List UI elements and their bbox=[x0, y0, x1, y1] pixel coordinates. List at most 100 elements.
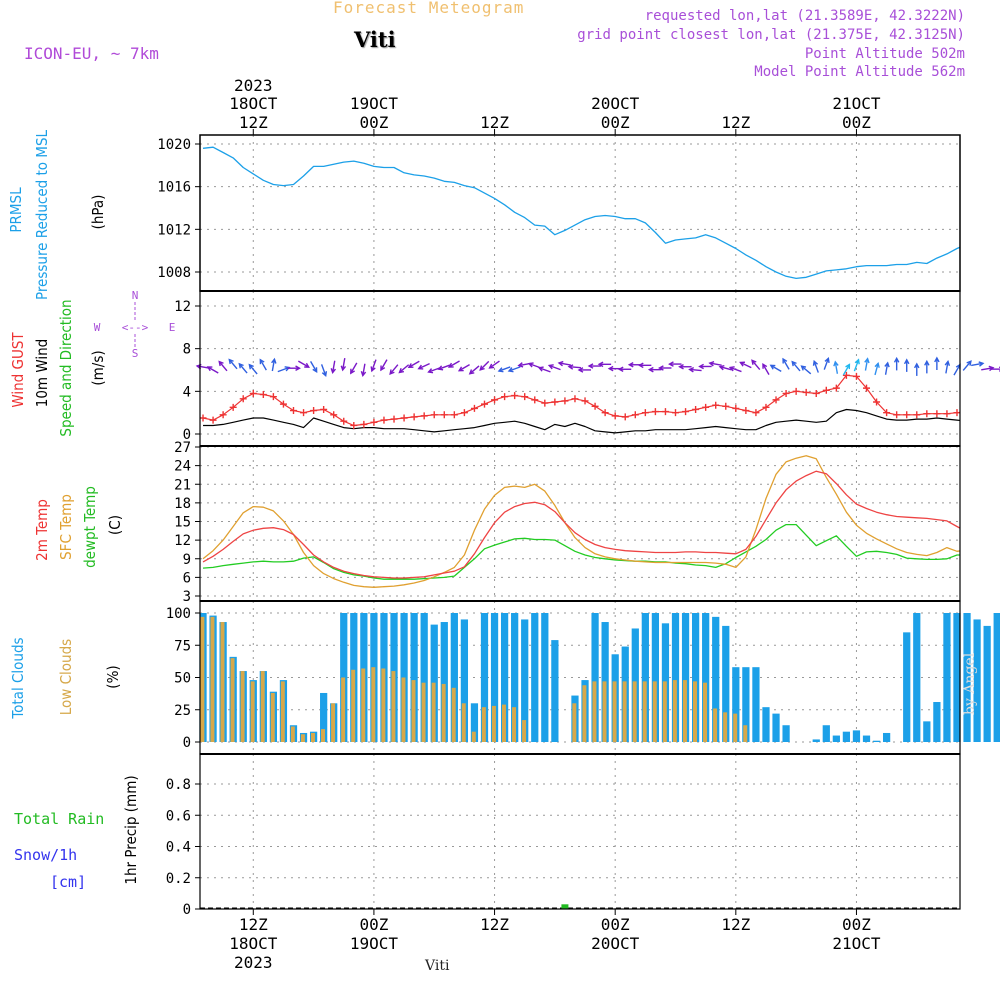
gust-marker bbox=[390, 415, 398, 423]
wind-arrow-shaft bbox=[834, 361, 839, 374]
wind-arrow-shaft bbox=[218, 361, 228, 372]
wind-arrow bbox=[427, 367, 441, 374]
ytick-label-temp: 15 bbox=[174, 515, 191, 531]
wind-arrow-head bbox=[769, 364, 776, 370]
ytick-label-temp: 6 bbox=[183, 570, 191, 586]
wind-arrow bbox=[457, 364, 470, 372]
total-cloud-bar bbox=[320, 692, 328, 742]
low-cloud-bar bbox=[341, 677, 346, 742]
wind-arrow-head bbox=[934, 356, 940, 363]
gust-marker bbox=[923, 410, 931, 418]
gust-marker bbox=[822, 386, 830, 394]
total-cloud-bar bbox=[842, 731, 851, 742]
wind-arrow bbox=[762, 362, 770, 375]
wind-arrow bbox=[277, 366, 291, 373]
total-cloud-bar bbox=[722, 625, 730, 742]
wind-arrow bbox=[800, 365, 812, 375]
x-bottom-label: 12Z bbox=[480, 915, 509, 934]
wind-arrow bbox=[259, 358, 267, 371]
wind-arrow-shaft bbox=[864, 358, 869, 371]
low-cloud-bar bbox=[250, 681, 255, 742]
ytick-label-pressure: 1020 bbox=[157, 137, 191, 153]
wind-arrow-head bbox=[427, 368, 434, 374]
wind-arrow-shaft bbox=[498, 366, 511, 372]
wind-arrow-head bbox=[437, 365, 444, 371]
x-top-label: 19OCT bbox=[350, 94, 399, 113]
wind-arrow-head bbox=[627, 361, 634, 368]
wind-panel bbox=[200, 371, 1000, 434]
compass-s: S bbox=[132, 347, 139, 360]
low-cloud-bar bbox=[461, 703, 466, 742]
total-cloud-bar bbox=[511, 613, 519, 742]
wind-arrow-shaft bbox=[729, 366, 742, 373]
wind-arrow-shaft bbox=[548, 364, 561, 371]
wind-arrow-shaft bbox=[823, 358, 830, 370]
gust-marker bbox=[360, 420, 368, 428]
wind-arrow-head bbox=[557, 360, 564, 367]
wind-arrow bbox=[953, 363, 961, 376]
wind-arrow bbox=[971, 361, 985, 367]
wind-arrow-shaft bbox=[953, 364, 961, 376]
wind-arrow-head bbox=[782, 357, 788, 364]
total-cloud-bar bbox=[963, 613, 971, 742]
compass-e: E bbox=[169, 321, 176, 334]
low-cloud-bar bbox=[230, 658, 235, 742]
total-cloud-bar bbox=[782, 725, 790, 742]
rain-bar bbox=[561, 904, 569, 909]
low-cloud-bar bbox=[300, 734, 305, 742]
model-label: ICON-EU, ~ 7km bbox=[24, 44, 159, 63]
wind-arrow bbox=[389, 364, 399, 376]
low-cloud-bar bbox=[642, 681, 647, 742]
low-cloud-bar bbox=[270, 692, 275, 742]
gust-marker bbox=[581, 397, 589, 405]
low-cloud-bar bbox=[501, 704, 506, 742]
low-cloud-bar bbox=[431, 682, 436, 742]
wind-arrow-shaft bbox=[438, 364, 451, 370]
precip-unit: 1hr Precip (mm) bbox=[122, 775, 140, 884]
snow-unit: [cm] bbox=[50, 873, 86, 891]
low-cloud-bar bbox=[210, 616, 215, 742]
wind-arrows bbox=[195, 356, 1000, 378]
low-cloud-bar bbox=[391, 671, 396, 742]
gust-marker bbox=[279, 400, 287, 408]
x-bottom-label: 12Z bbox=[239, 915, 268, 934]
gust-marker bbox=[883, 409, 891, 417]
ytick-label-clouds: 100 bbox=[166, 606, 191, 622]
wind-arrow-shaft bbox=[399, 364, 410, 373]
gust-marker bbox=[480, 400, 488, 408]
wind-arrow-shaft bbox=[469, 365, 480, 375]
temperature-panel bbox=[202, 455, 960, 588]
x-bottom-label: 2023 bbox=[234, 953, 273, 972]
wind-arrow-shaft bbox=[558, 362, 571, 366]
gust-marker bbox=[561, 397, 569, 405]
wind-arrow-head bbox=[304, 362, 311, 368]
y-tick-labels: 1008101210161020048123691215182124270255… bbox=[157, 137, 200, 918]
low-cloud-bar bbox=[723, 712, 728, 742]
wind-arrow-head bbox=[527, 362, 534, 368]
low-cloud-bar bbox=[331, 703, 336, 742]
pressure-label-2: Pressure Reduced to MSL bbox=[33, 129, 51, 300]
wind-arrow bbox=[330, 360, 337, 375]
wind-arrow-head bbox=[708, 360, 715, 367]
wind-arrow bbox=[287, 365, 301, 371]
wind-arrow-head bbox=[360, 371, 367, 377]
gust-marker bbox=[812, 389, 820, 397]
total-cloud-bar bbox=[933, 702, 941, 742]
wind-arrow-head bbox=[295, 365, 301, 371]
total-cloud-bar bbox=[973, 619, 981, 742]
wind-arrow-shaft bbox=[342, 358, 346, 371]
wind-arrow-head bbox=[824, 357, 830, 363]
wind-arrow-shaft bbox=[238, 363, 248, 374]
wind-arrow bbox=[991, 366, 1000, 372]
x-bottom-label: 12Z bbox=[721, 915, 750, 934]
gust-marker bbox=[994, 394, 1000, 401]
wind-arrow-head bbox=[944, 360, 951, 366]
low-cloud-bar bbox=[652, 681, 657, 742]
low-cloud-bar bbox=[612, 681, 617, 742]
total-cloud-bar bbox=[681, 613, 690, 742]
wind-arrow bbox=[350, 362, 358, 375]
ytick-label-temp: 12 bbox=[174, 533, 191, 549]
wind-arrow-head bbox=[751, 359, 757, 365]
total-cloud-bar bbox=[591, 613, 599, 742]
wind-arrow-head bbox=[668, 361, 674, 367]
